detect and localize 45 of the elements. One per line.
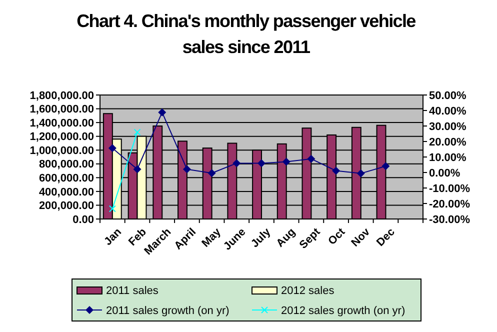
point [133,165,142,174]
point [258,159,266,168]
y-tick-label: 800,000.00 [38,158,94,171]
y-tick-label: 1,600,000.00 [30,104,94,116]
y-tick-label: 1,000,000.00 [30,144,94,157]
point [232,159,241,168]
legend-label: 2012 sales growth (on yr) [281,304,406,317]
y-tick-label: 600,000.00 [38,172,94,185]
point [158,108,166,116]
y2-tick-label: 40.00% [429,105,467,118]
legend-label: 2011 sales growth (on yr) [106,304,230,317]
chart-title: Chart 4. China's monthly passenger vehicle sales since 2011 [76,11,416,57]
y-tick-label: 1,800,000.00 [30,90,94,102]
x-tick-label: May [200,225,224,250]
x-tick-label: Nov [349,225,374,250]
point [108,205,116,212]
point [182,165,191,174]
y-tick-label: 0.00 [72,214,94,226]
y2-tick-label: -10.00% [429,182,470,195]
y-tick-label: 200,000.00 [38,200,94,212]
point [208,169,216,178]
x-tick-label: Dec [374,226,398,249]
y2-tick-label: -20.00% [429,198,470,210]
y2-tick-label: 10.00% [429,152,467,164]
point [134,128,141,136]
x-tick-label: July [249,225,274,250]
x-tick-label: Jan [102,226,124,248]
y-tick-label: 1,400,000.00 [30,117,94,130]
point [356,169,365,178]
point [382,162,390,170]
legend-label: 2011 sales [106,284,159,297]
x-tick-label: Oct [326,226,348,248]
x-tick-label: Aug [274,226,298,250]
y2-tick-label: 20.00% [429,136,467,148]
y2-tick-label: -30.00% [429,214,470,226]
point [307,154,316,163]
point [332,166,340,175]
y2-tick-label: 30.00% [429,120,467,133]
y-tick-label: 1,200,000.00 [30,131,94,144]
point [282,158,290,166]
legend-label: 2012 sales [281,284,335,297]
y2-tick-label: 0.00% [429,167,460,180]
y-tick-label: 400,000.00 [38,186,94,198]
y2-tick-label: 50.00% [429,90,467,102]
point [108,144,116,152]
